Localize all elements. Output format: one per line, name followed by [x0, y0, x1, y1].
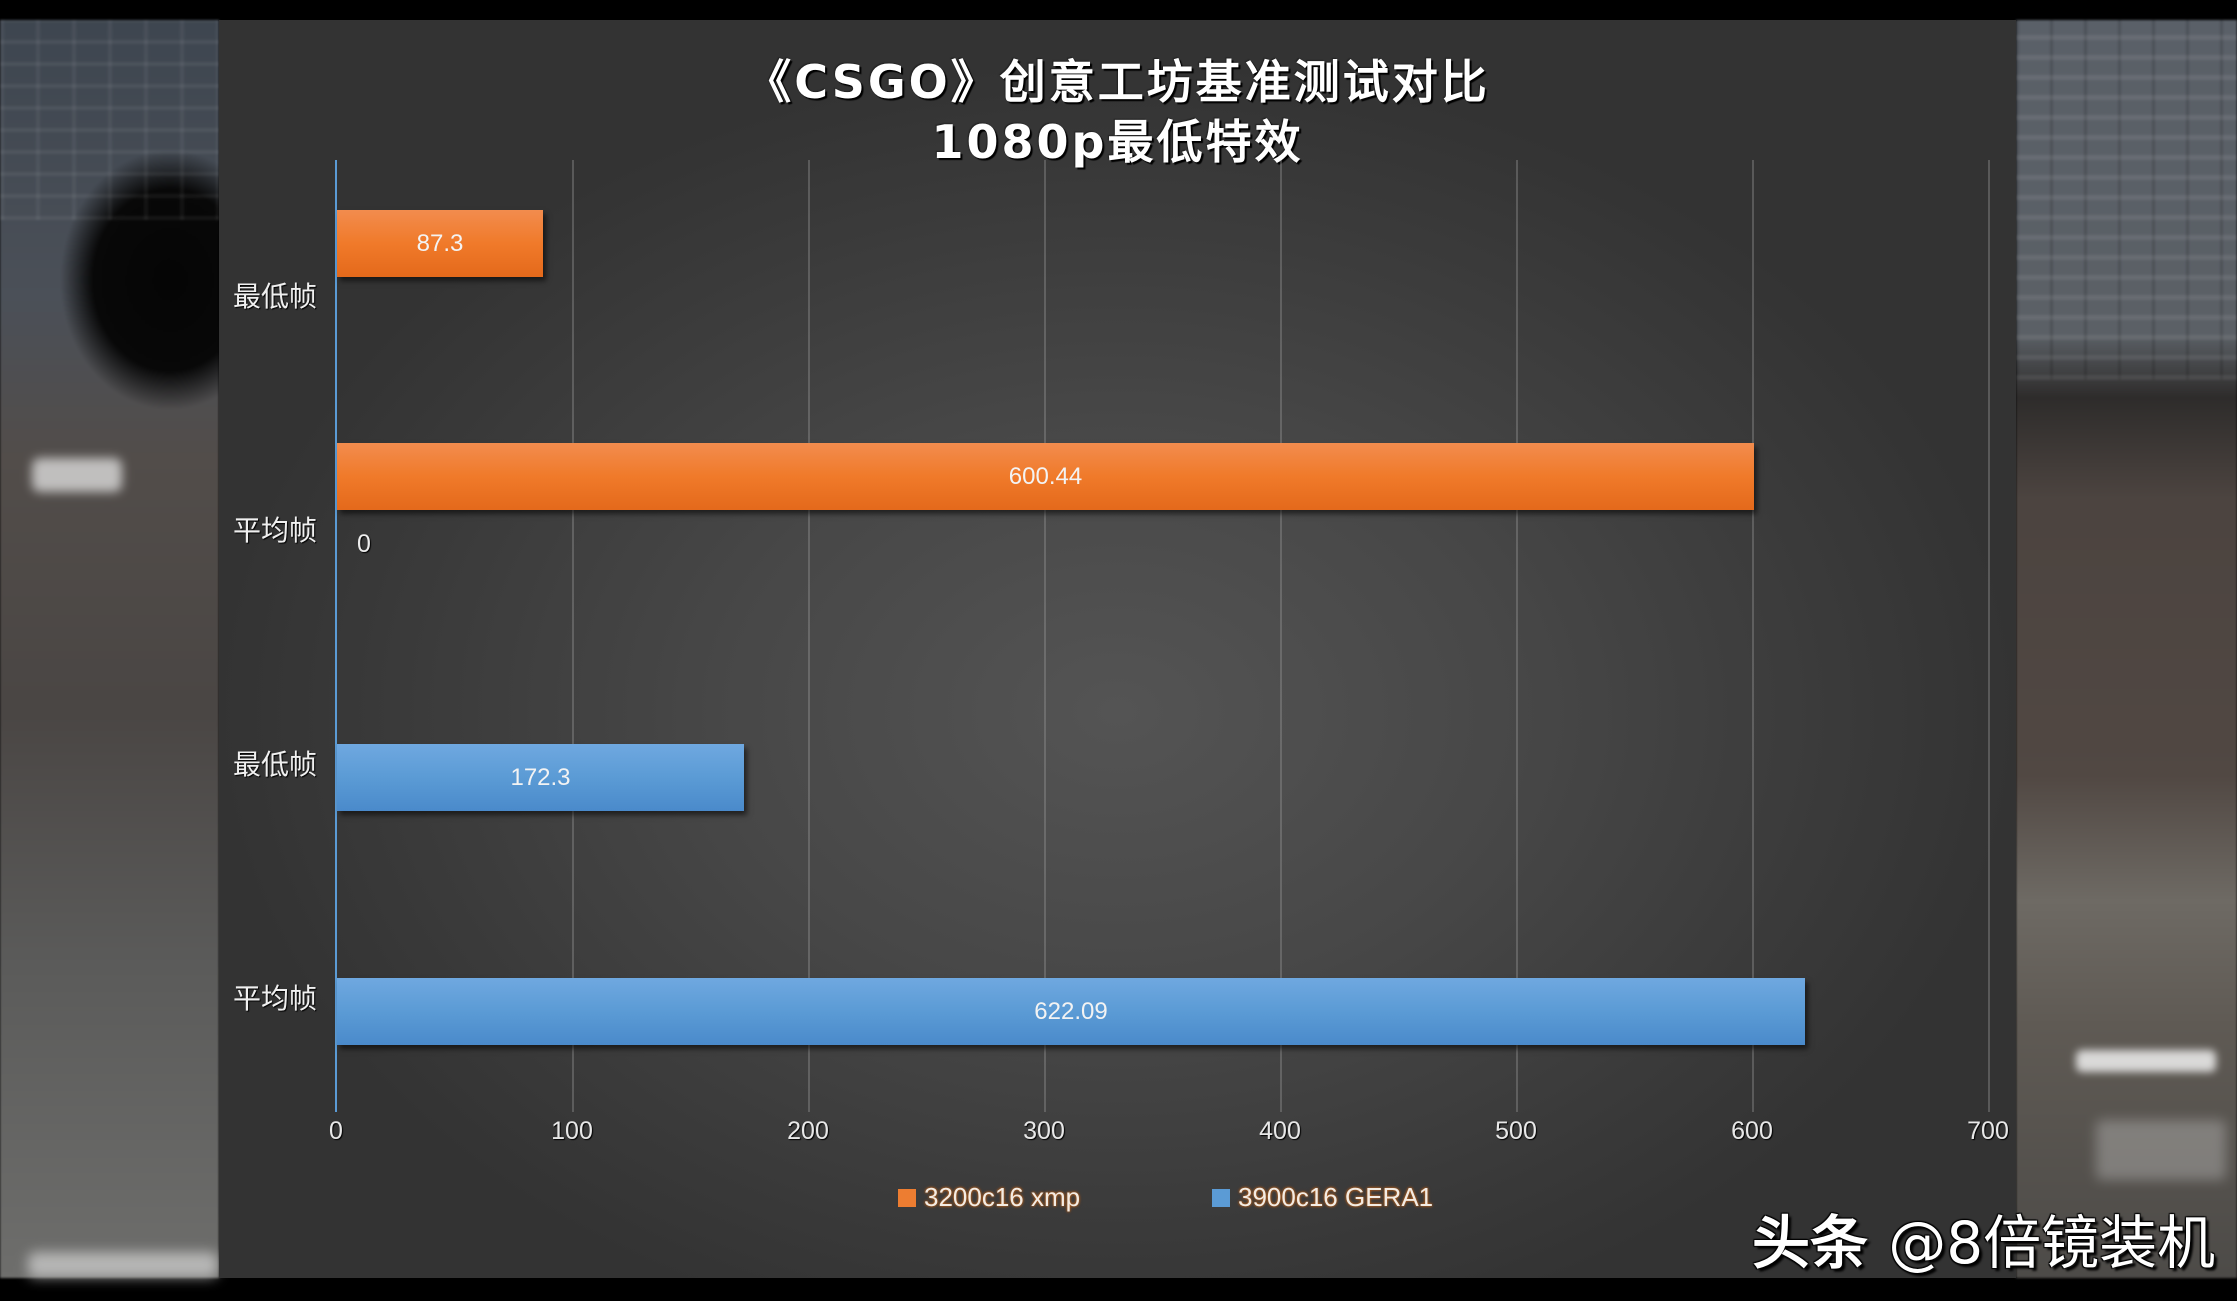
x-tick-label: 500 [1495, 1117, 1537, 1145]
x-tick-label: 100 [551, 1117, 593, 1145]
x-tick-label: 0 [329, 1117, 343, 1145]
category-label: 平均帧 [233, 982, 318, 1015]
blurred-hud-health [28, 1252, 218, 1278]
legend-item-3200c16: 3200c16 xmp [898, 1182, 1080, 1213]
x-tick-label: 400 [1259, 1117, 1301, 1145]
gridline-500 [1516, 160, 1518, 1112]
category-label: 最低帧 [233, 748, 318, 781]
gridline-100 [572, 160, 574, 1112]
gridline-400 [1280, 160, 1282, 1112]
blurred-weapon-icon [2076, 1050, 2216, 1072]
legend-item-3900c16: 3900c16 GERA1 [1212, 1182, 1433, 1213]
watermark-brand: 头条 [1752, 1209, 1869, 1277]
blurred-hud-ammo [2096, 1120, 2226, 1180]
legend-swatch-orange-icon [898, 1188, 916, 1207]
bar-3900c16-avg-fps: 622.09 [337, 978, 1805, 1045]
category-label: 平均帧 [233, 514, 318, 547]
gridline-300 [1044, 160, 1046, 1112]
gridline-600 [1752, 160, 1754, 1112]
x-tick-label: 600 [1731, 1117, 1773, 1145]
x-tick-label: 300 [1023, 1117, 1065, 1145]
legend-swatch-blue-icon [1212, 1188, 1230, 1207]
stray-data-label-zero: 0 [357, 530, 371, 558]
bar-3900c16-min-fps: 172.3 [337, 744, 744, 811]
blurred-game-background-right [2016, 20, 2237, 1278]
watermark-handle: @8倍镜装机 [1888, 1209, 2216, 1277]
data-label: 622.09 [1034, 997, 1108, 1025]
data-label: 600.44 [1008, 462, 1083, 490]
category-label: 最低帧 [233, 280, 318, 313]
bar-3200c16-avg-fps: 600.44 [337, 443, 1754, 510]
chart-panel: 《CSGO》创意工坊基准测试对比 1080p最低特效 最低帧 平均帧 最低帧 平… [219, 20, 2016, 1278]
blurred-window-grid [0, 20, 219, 220]
bar-3200c16-min-fps: 87.3 [337, 210, 543, 277]
gridline-700 [1988, 160, 1990, 1112]
blurred-hud-money [32, 458, 122, 492]
legend-label: 3200c16 xmp [924, 1182, 1081, 1212]
blurred-building-grid [2016, 20, 2237, 380]
x-tick-label: 200 [787, 1117, 829, 1145]
data-label: 172.3 [510, 763, 571, 791]
chart-subtitle: 1080p最低特效 [931, 115, 1304, 169]
gridline-200 [808, 160, 810, 1112]
chart-title: 《CSGO》创意工坊基准测试对比 [745, 55, 1490, 109]
blurred-game-background-left [0, 20, 219, 1278]
legend-label: 3900c16 GERA1 [1238, 1182, 1434, 1212]
data-label: 87.3 [416, 229, 464, 257]
watermark: 头条 @8倍镜装机 [1752, 1196, 2215, 1280]
category-axis-line [335, 160, 337, 1112]
x-tick-label: 700 [1967, 1117, 2009, 1145]
chart-legend: 3200c16 xmp 3900c16 GERA1 [219, 1182, 2016, 1218]
